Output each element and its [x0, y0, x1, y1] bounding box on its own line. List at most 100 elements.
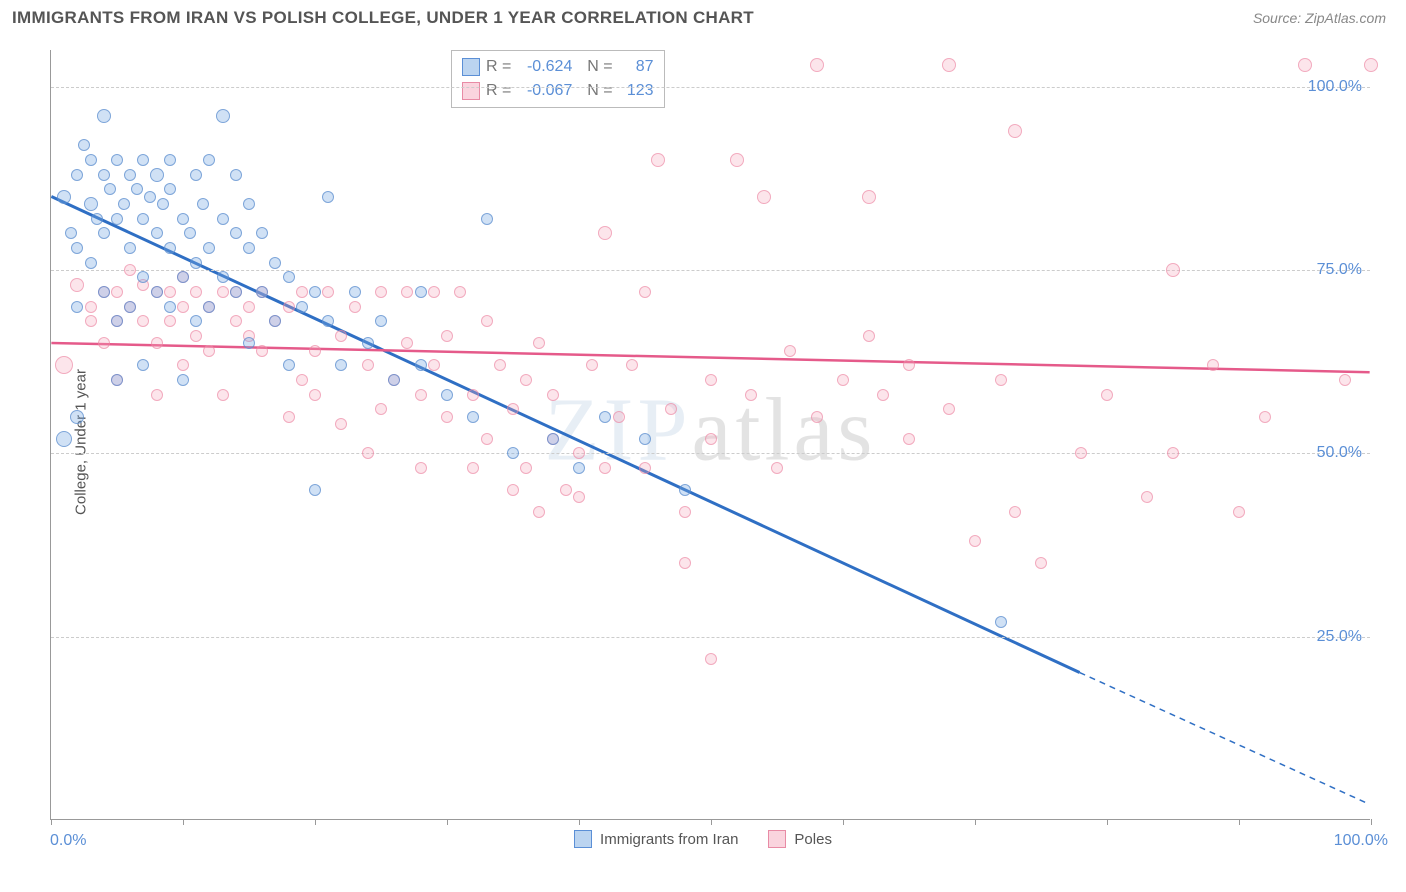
data-point-blue	[151, 286, 163, 298]
data-point-pink	[679, 557, 691, 569]
legend-row-blue: R = -0.624 N = 87	[462, 55, 654, 79]
data-point-blue	[679, 484, 691, 496]
data-point-pink	[467, 389, 479, 401]
data-point-pink	[309, 389, 321, 401]
x-tick	[843, 819, 844, 825]
data-point-pink	[639, 286, 651, 298]
x-tick	[1239, 819, 1240, 825]
data-point-blue	[230, 169, 242, 181]
data-point-pink	[757, 190, 771, 204]
data-point-blue	[243, 242, 255, 254]
data-point-pink	[1101, 389, 1113, 401]
data-point-blue	[111, 315, 123, 327]
y-tick-label: 50.0%	[1317, 444, 1362, 462]
chart-title: IMMIGRANTS FROM IRAN VS POLISH COLLEGE, …	[12, 8, 754, 28]
data-point-pink	[784, 345, 796, 357]
data-point-pink	[85, 301, 97, 313]
data-point-pink	[942, 58, 956, 72]
data-point-pink	[190, 286, 202, 298]
data-point-pink	[309, 345, 321, 357]
bottom-legend: Immigrants from Iran Poles	[0, 830, 1406, 848]
x-tick	[447, 819, 448, 825]
data-point-pink	[533, 337, 545, 349]
data-point-blue	[137, 154, 149, 166]
data-point-pink	[995, 374, 1007, 386]
data-point-pink	[428, 359, 440, 371]
data-point-pink	[151, 389, 163, 401]
legend-item-blue: Immigrants from Iran	[574, 830, 738, 848]
data-point-pink	[415, 389, 427, 401]
data-point-blue	[547, 433, 559, 445]
x-tick	[1371, 819, 1372, 825]
data-point-blue	[157, 198, 169, 210]
data-point-pink	[296, 286, 308, 298]
data-point-pink	[520, 374, 532, 386]
data-point-blue	[203, 242, 215, 254]
data-point-blue	[375, 315, 387, 327]
data-point-blue	[217, 271, 229, 283]
data-point-pink	[164, 315, 176, 327]
data-point-blue	[573, 462, 585, 474]
n-label: N =	[578, 79, 612, 103]
data-point-pink	[441, 330, 453, 342]
data-point-pink	[862, 190, 876, 204]
x-tick	[1107, 819, 1108, 825]
swatch-pink	[462, 82, 480, 100]
data-point-blue	[507, 447, 519, 459]
data-point-blue	[467, 411, 479, 423]
data-point-blue	[190, 169, 202, 181]
data-point-pink	[547, 389, 559, 401]
data-point-pink	[665, 403, 677, 415]
data-point-pink	[111, 286, 123, 298]
data-point-pink	[322, 286, 334, 298]
x-tick	[711, 819, 712, 825]
data-point-pink	[1259, 411, 1271, 423]
y-tick-label: 75.0%	[1317, 261, 1362, 279]
data-point-pink	[1166, 263, 1180, 277]
data-point-blue	[118, 198, 130, 210]
data-point-pink	[573, 447, 585, 459]
data-point-blue	[243, 337, 255, 349]
data-point-blue	[144, 191, 156, 203]
data-point-pink	[441, 411, 453, 423]
data-point-blue	[243, 198, 255, 210]
legend-item-pink: Poles	[768, 830, 832, 848]
data-point-blue	[111, 374, 123, 386]
data-point-blue	[322, 315, 334, 327]
n-label: N =	[578, 55, 612, 79]
data-point-pink	[243, 301, 255, 313]
data-point-blue	[335, 359, 347, 371]
data-point-pink	[1009, 506, 1021, 518]
data-point-pink	[217, 286, 229, 298]
r-value-pink: -0.067	[517, 79, 572, 103]
data-point-pink	[599, 462, 611, 474]
data-point-blue	[481, 213, 493, 225]
x-tick	[183, 819, 184, 825]
data-point-blue	[177, 213, 189, 225]
data-point-blue	[441, 389, 453, 401]
data-point-blue	[124, 169, 136, 181]
data-point-blue	[269, 257, 281, 269]
data-point-pink	[705, 374, 717, 386]
plot-region: ZIPatlas R = -0.624 N = 87 R = -0.067 N …	[50, 50, 1370, 820]
data-point-pink	[151, 337, 163, 349]
data-point-blue	[98, 286, 110, 298]
data-point-pink	[1298, 58, 1312, 72]
data-point-blue	[256, 227, 268, 239]
data-point-pink	[863, 330, 875, 342]
data-point-blue	[164, 242, 176, 254]
data-point-pink	[362, 447, 374, 459]
data-point-pink	[137, 315, 149, 327]
data-point-pink	[1141, 491, 1153, 503]
gridline	[51, 87, 1370, 88]
data-point-blue	[85, 154, 97, 166]
data-point-pink	[283, 411, 295, 423]
data-point-pink	[560, 484, 572, 496]
x-tick	[315, 819, 316, 825]
data-point-pink	[598, 226, 612, 240]
data-point-blue	[190, 315, 202, 327]
data-point-blue	[164, 301, 176, 313]
data-point-blue	[124, 301, 136, 313]
data-point-pink	[481, 433, 493, 445]
swatch-blue-icon	[574, 830, 592, 848]
